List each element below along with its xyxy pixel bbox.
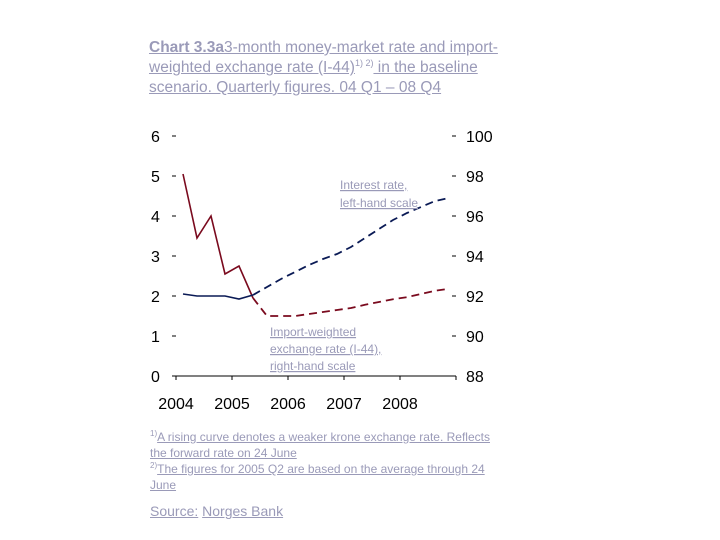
right-tick-label: 98: [466, 169, 484, 186]
footnotes: 1)A rising curve denotes a weaker krone …: [150, 429, 490, 493]
chart-title-rest: in the baseline scenario. Quarterly figu…: [149, 59, 478, 96]
source-label: Source:: [150, 503, 199, 519]
source-note: Source: Norges Bank: [150, 503, 283, 519]
x-tick-label: 2005: [214, 396, 250, 413]
right-tick-label: 100: [466, 129, 493, 146]
import-annotation-line1: Import-weighted: [270, 325, 356, 339]
title-footnote-marks: 1) 2): [354, 57, 374, 68]
interest-annotation-line2: left-hand scale: [340, 196, 418, 210]
chart-title-main: 3-month money-market rate and import-wei…: [149, 39, 498, 76]
left-tick-label: 4: [151, 209, 160, 226]
left-y-axis: 0 1 2 3 4 5 6: [151, 129, 176, 386]
left-tick-label: 3: [151, 249, 160, 266]
left-tick-label: 2: [151, 289, 160, 306]
footnote-1-text: A rising curve denotes a weaker krone ex…: [150, 430, 490, 460]
right-y-axis: 88 90 92 94 96 98 100: [452, 129, 493, 386]
x-tick-label: 2007: [326, 396, 362, 413]
footnote-1: 1)A rising curve denotes a weaker krone …: [150, 429, 490, 461]
right-tick-label: 96: [466, 209, 484, 226]
x-tick-label: 2004: [158, 396, 194, 413]
right-tick-label: 88: [466, 369, 484, 386]
footnote-2: 2)The figures for 2005 Q2 are based on t…: [150, 461, 490, 493]
import-annotation-line3: right-hand scale: [270, 359, 356, 373]
chart-number: Chart 3.3a: [149, 39, 224, 56]
right-tick-label: 92: [466, 289, 484, 306]
series-layer: [182, 173, 450, 317]
right-tick-label: 94: [466, 249, 484, 266]
right-tick-label: 90: [466, 329, 484, 346]
source-text: Norges Bank: [202, 503, 284, 519]
x-tick-label: 2008: [382, 396, 418, 413]
interest-rate-line-projection: [252, 287, 450, 317]
footnote-1-mark: 1): [150, 429, 158, 438]
left-tick-label: 0: [151, 369, 160, 386]
left-tick-label: 1: [151, 329, 160, 346]
x-tick-label: 2006: [270, 396, 306, 413]
x-axis: 2004 2005 2006 2007 2008: [158, 376, 457, 413]
chart-title: Chart 3.3a3-month money-market rate and …: [149, 38, 509, 98]
left-tick-label: 5: [151, 169, 160, 186]
interest-rate-line-historical: [182, 173, 254, 299]
import-annotation-line2: exchange rate (I-44),: [270, 342, 381, 356]
interest-annotation-line1: Interest rate,: [340, 178, 407, 192]
exchange-rate-line-historical: [182, 293, 254, 300]
footnote-2-text: The figures for 2005 Q2 are based on the…: [150, 462, 485, 492]
left-tick-label: 6: [151, 129, 160, 146]
exchange-rate-line-projection: [252, 197, 450, 296]
footnote-2-mark: 2): [150, 461, 158, 470]
